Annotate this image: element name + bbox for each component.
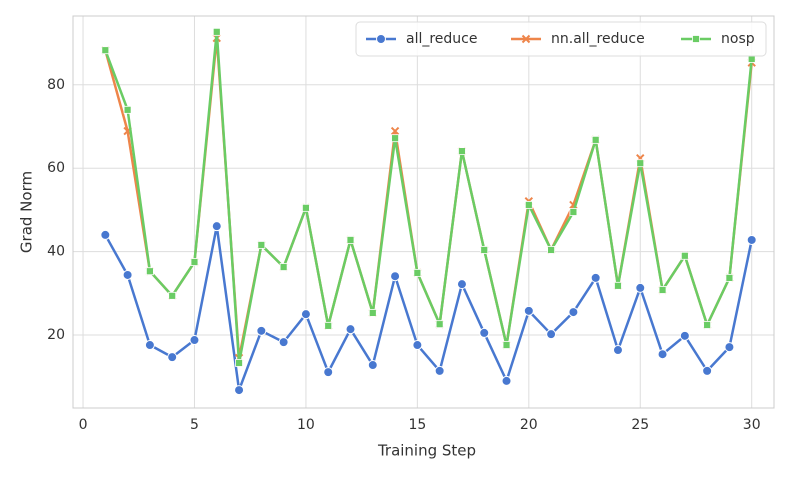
data-point [122,269,133,280]
legend-marker [521,34,531,44]
data-point [702,365,713,376]
data-point [302,203,310,212]
x-tick-label: 5 [190,417,199,433]
y-tick-label: 20 [47,327,65,343]
data-point [614,281,622,290]
data-point [300,309,311,320]
data-point [324,321,333,330]
y-axis-label: Grad Norm [18,171,36,253]
data-point [680,251,689,260]
data-point [502,341,511,349]
y-tick-label: 40 [47,244,65,260]
data-point [480,246,489,254]
data-point [746,234,757,245]
data-point [235,359,243,367]
data-point [434,365,445,376]
data-point [546,329,557,340]
data-point [391,134,399,143]
x-tick-label: 0 [79,417,88,433]
data-point [523,305,534,316]
data-point [345,324,356,335]
data-point [657,349,668,360]
data-point [725,273,734,282]
series-line [104,30,753,365]
x-tick-label: 30 [743,417,761,433]
data-point [458,147,466,156]
legend-marker [692,35,700,43]
data-point [612,345,623,356]
data-point [368,309,377,317]
legend-label: nosp [721,31,755,47]
data-point [658,286,667,294]
data-point [278,337,289,348]
data-point [367,360,378,371]
legend-marker [376,34,386,44]
data-point [569,208,578,216]
data-point [145,267,154,276]
data-point [190,258,199,266]
data-point [211,221,222,232]
series-line [104,224,753,392]
legend: all_reduce nn.all_reduce nosp [355,21,767,57]
data-point [234,385,245,396]
legend-label: all_reduce [406,31,478,47]
data-point [256,325,267,336]
data-point [435,320,444,329]
x-tick-label: 20 [520,417,538,433]
data-point [168,291,177,300]
data-point [323,367,334,378]
data-point [279,263,288,271]
data-point [257,241,266,249]
data-point [479,327,490,338]
data-point [412,340,423,351]
data-point [212,27,221,36]
data-point [390,126,400,136]
x-axis-label: Training Step [377,442,476,460]
data-point [679,330,690,341]
data-point [524,201,533,209]
x-tick-label: 10 [297,417,315,433]
series-line [104,36,753,360]
data-point [456,279,467,290]
y-tick-label: 80 [47,77,65,93]
data-point [568,307,579,318]
data-point [101,46,110,55]
legend-box [355,21,767,57]
data-point [189,335,200,346]
data-point [144,340,155,351]
data-point [413,268,422,277]
y-tick-label: 60 [47,160,65,176]
data-point [703,321,712,329]
data-point [635,282,646,293]
data-point [747,55,756,63]
x-tick-label: 15 [408,417,426,433]
data-point [390,271,401,282]
data-point [100,229,111,240]
data-point [547,246,556,254]
x-tick-label: 25 [631,417,649,433]
data-point [123,105,132,114]
data-point [636,159,645,168]
data-point [590,272,601,283]
data-point [501,375,512,386]
data-point [724,342,735,353]
legend-label: nn.all_reduce [551,31,645,47]
data-point [591,135,600,144]
data-point [167,352,178,363]
plot-frame [72,15,775,409]
data-point [346,236,355,244]
